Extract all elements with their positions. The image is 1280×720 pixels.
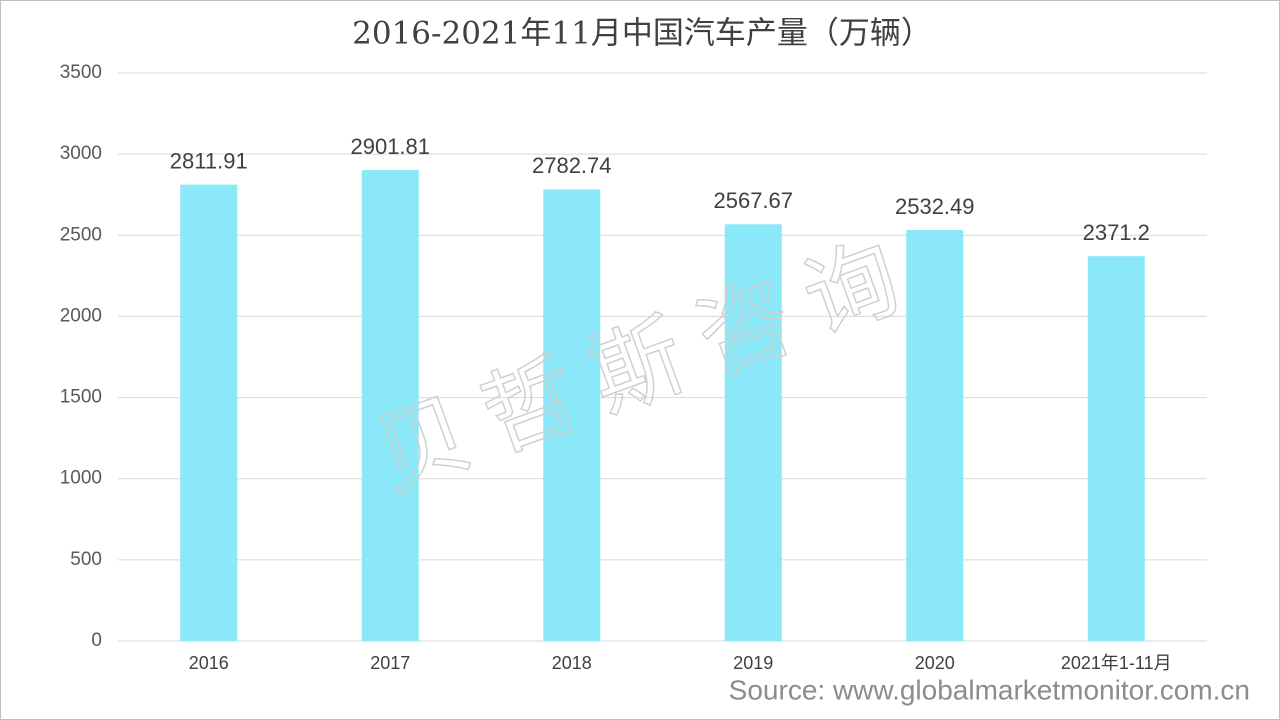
value-label: 2901.81	[350, 134, 430, 159]
y-tick-label: 1000	[60, 468, 102, 489]
y-tick-label: 2000	[60, 305, 102, 326]
y-tick-label: 0	[91, 630, 102, 651]
y-tick-label: 3500	[60, 62, 102, 83]
x-tick-label: 2021年1-11月	[1061, 653, 1172, 673]
bar	[724, 224, 782, 641]
x-tick-label: 2019	[733, 653, 773, 673]
bar	[361, 170, 419, 641]
bar	[180, 184, 238, 641]
source-note: Source: www.globalmarketmonitor.com.cn	[729, 674, 1250, 705]
value-label: 2811.91	[170, 148, 248, 173]
value-label: 2567.67	[713, 188, 793, 213]
value-label: 2532.49	[895, 194, 975, 219]
bar	[1087, 256, 1145, 641]
y-tick-label: 3000	[60, 143, 102, 164]
y-tick-label: 2500	[60, 224, 102, 245]
value-label: 2782.74	[532, 153, 612, 178]
y-tick-label: 1500	[60, 387, 102, 408]
x-tick-label: 2017	[370, 653, 410, 673]
x-tick-label: 2020	[915, 653, 955, 673]
value-label: 2371.2	[1083, 220, 1150, 245]
y-tick-label: 500	[70, 549, 102, 570]
bar	[906, 230, 964, 641]
x-tick-label: 2016	[189, 653, 229, 673]
x-tick-label: 2018	[552, 653, 592, 673]
chart-title: 2016-2021年11月中国汽车产量（万辆）	[352, 16, 932, 52]
bar	[543, 189, 601, 641]
